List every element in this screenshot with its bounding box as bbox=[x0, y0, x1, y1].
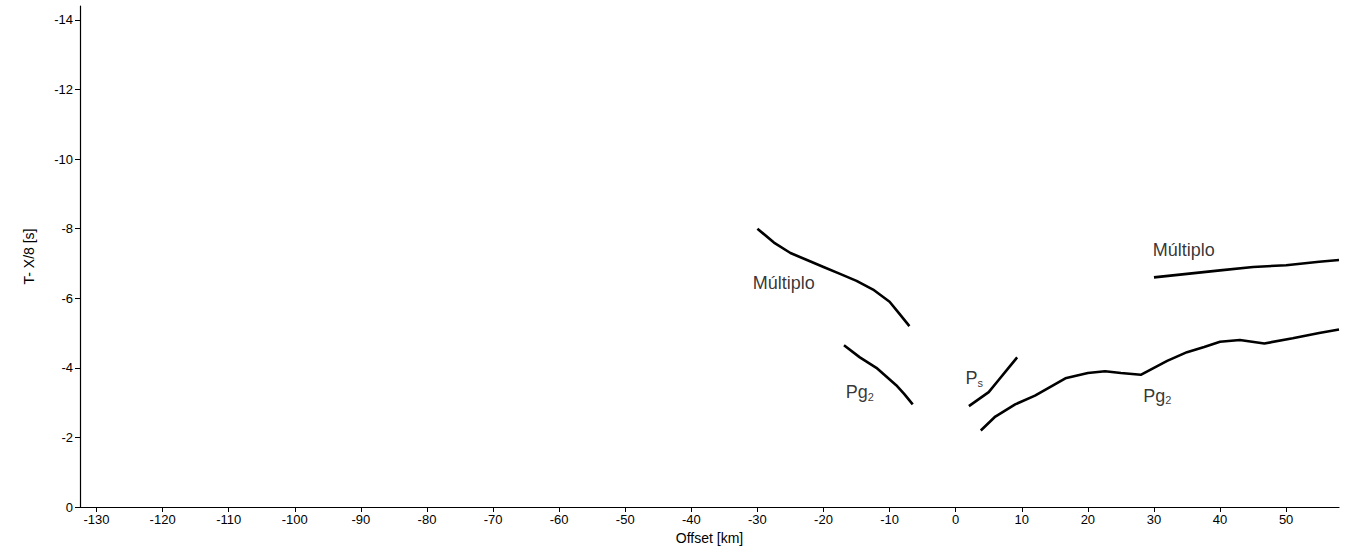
svg-text:Offset [km]: Offset [km] bbox=[676, 530, 743, 546]
svg-text:0: 0 bbox=[952, 512, 959, 527]
svg-text:-100: -100 bbox=[282, 512, 308, 527]
svg-text:-2: -2 bbox=[61, 430, 73, 445]
svg-text:-90: -90 bbox=[351, 512, 370, 527]
svg-text:-80: -80 bbox=[418, 512, 437, 527]
svg-text:-120: -120 bbox=[150, 512, 176, 527]
svg-text:-50: -50 bbox=[616, 512, 635, 527]
svg-text:50: 50 bbox=[1279, 512, 1293, 527]
svg-text:-10: -10 bbox=[54, 152, 73, 167]
svg-text:-30: -30 bbox=[748, 512, 767, 527]
svg-text:-6: -6 bbox=[61, 291, 73, 306]
svg-text:-110: -110 bbox=[216, 512, 241, 527]
svg-text:-20: -20 bbox=[814, 512, 833, 527]
svg-text:-14: -14 bbox=[54, 12, 73, 27]
svg-text:P: P bbox=[965, 368, 977, 388]
svg-text:T- X/8 [s]: T- X/8 [s] bbox=[21, 228, 37, 284]
svg-text:-130: -130 bbox=[84, 512, 110, 527]
svg-text:20: 20 bbox=[1081, 512, 1095, 527]
svg-text:-10: -10 bbox=[880, 512, 899, 527]
svg-text:Múltiplo: Múltiplo bbox=[1153, 240, 1215, 260]
svg-text:-60: -60 bbox=[550, 512, 569, 527]
svg-text:-4: -4 bbox=[61, 360, 73, 375]
svg-text:-70: -70 bbox=[484, 512, 503, 527]
svg-text:Múltiplo: Múltiplo bbox=[753, 273, 815, 293]
svg-text:Pg: Pg bbox=[1143, 386, 1165, 406]
svg-text:10: 10 bbox=[1015, 512, 1029, 527]
svg-text:40: 40 bbox=[1213, 512, 1227, 527]
svg-text:-40: -40 bbox=[682, 512, 701, 527]
svg-text:30: 30 bbox=[1147, 512, 1161, 527]
svg-text:0: 0 bbox=[66, 500, 73, 515]
svg-text:-8: -8 bbox=[61, 221, 73, 236]
svg-text:2: 2 bbox=[868, 391, 874, 403]
svg-text:s: s bbox=[977, 377, 983, 389]
svg-text:Pg: Pg bbox=[846, 382, 868, 402]
svg-text:2: 2 bbox=[1165, 394, 1171, 406]
svg-text:-12: -12 bbox=[54, 82, 73, 97]
